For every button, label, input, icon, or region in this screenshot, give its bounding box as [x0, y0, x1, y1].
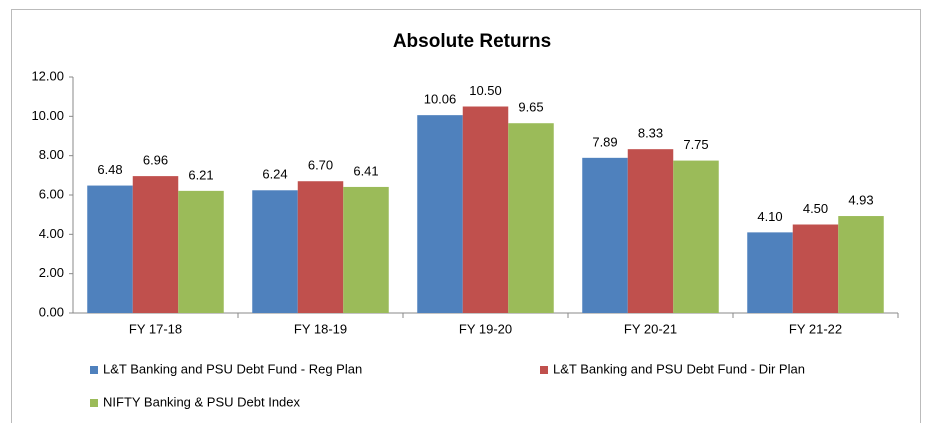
data-label: 4.10 — [757, 209, 782, 224]
y-tick-label: 12.00 — [31, 68, 64, 83]
bar — [417, 115, 463, 313]
data-label: 6.41 — [353, 163, 378, 178]
bar — [508, 123, 554, 313]
bar — [252, 190, 298, 313]
x-tick-label: FY 17-18 — [129, 321, 182, 336]
chart-title: Absolute Returns — [393, 31, 551, 52]
data-label: 6.70 — [308, 158, 333, 173]
data-label: 10.06 — [424, 92, 457, 107]
data-label: 9.65 — [518, 100, 543, 115]
legend-swatch — [90, 399, 98, 407]
x-tick-label: FY 20-21 — [624, 321, 677, 336]
bar — [87, 185, 133, 313]
chart-border — [11, 9, 921, 423]
bar — [178, 190, 224, 313]
bar — [838, 216, 884, 313]
bar — [582, 157, 628, 313]
x-tick-label: FY 21-22 — [789, 321, 842, 336]
bar — [462, 106, 509, 313]
data-label: 7.89 — [592, 134, 617, 149]
data-label: 6.96 — [143, 153, 168, 168]
x-tick-label: FY 19-20 — [459, 321, 512, 336]
y-tick-label: 8.00 — [39, 147, 64, 162]
y-tick-label: 6.00 — [39, 186, 64, 201]
y-tick-label: 0.00 — [39, 304, 64, 319]
bar — [627, 149, 674, 313]
x-tick-label: FY 18-19 — [294, 321, 347, 336]
legend-label: NIFTY Banking & PSU Debt Index — [103, 394, 301, 409]
bar — [747, 232, 793, 313]
legend-label: L&T Banking and PSU Debt Fund - Reg Plan — [103, 361, 362, 376]
legend-label: L&T Banking and PSU Debt Fund - Dir Plan — [553, 361, 805, 376]
y-tick-label: 10.00 — [31, 108, 64, 123]
data-label: 4.93 — [848, 192, 873, 207]
y-tick-label: 2.00 — [39, 265, 64, 280]
data-label: 10.50 — [469, 83, 502, 98]
data-label: 7.75 — [683, 137, 708, 152]
y-tick-label: 4.00 — [39, 226, 64, 241]
legend-swatch — [90, 366, 98, 374]
data-label: 6.48 — [97, 162, 122, 177]
data-label: 4.50 — [803, 201, 828, 216]
legend-swatch — [540, 366, 548, 374]
bar — [343, 186, 389, 313]
bar — [792, 224, 839, 313]
bar — [132, 176, 179, 313]
bar — [297, 181, 344, 313]
bar — [673, 160, 719, 313]
data-label: 6.21 — [188, 167, 213, 182]
data-label: 6.24 — [262, 167, 287, 182]
data-label: 8.33 — [638, 126, 663, 141]
